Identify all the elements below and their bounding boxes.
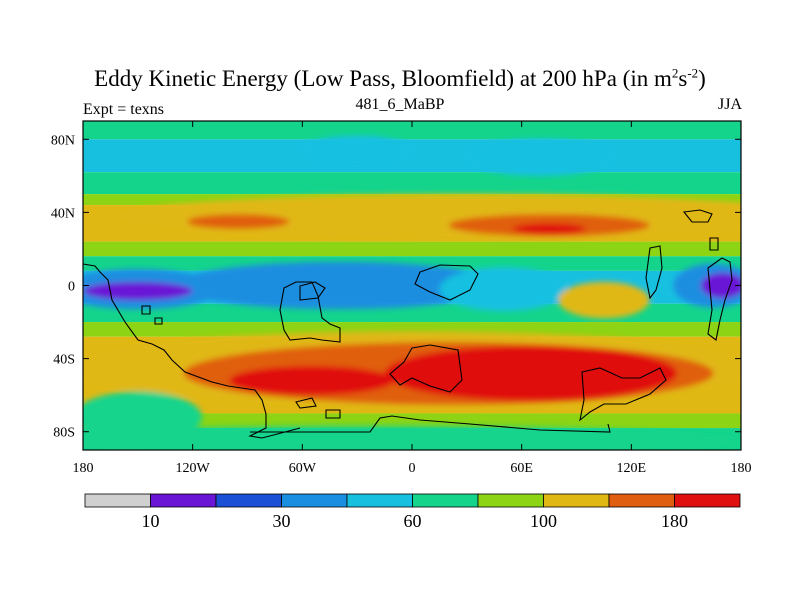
run-label: 481_6_MaBP (355, 96, 445, 113)
coast-small-1 (141, 305, 151, 315)
title-unit-s: s (678, 66, 688, 91)
field-band (83, 172, 741, 195)
coast-south-america (83, 263, 301, 439)
field-blob-eq-blue-band (174, 261, 504, 310)
field-blob-north-cyan-patch (466, 139, 614, 176)
x-tick-label: 180 (731, 461, 752, 476)
colorbar-label: 10 (142, 511, 160, 531)
colorbar-label: 100 (530, 511, 557, 531)
colorbar-label: 30 (273, 511, 291, 531)
x-tick-label: 120W (176, 461, 211, 476)
field-band (83, 241, 741, 257)
coast-east-edge (707, 257, 733, 341)
x-tick-label: 180 (73, 461, 94, 476)
field-blob-north-asia-core (512, 223, 586, 235)
y-axis-ticks: 80N 40N 0 40S 80S (51, 133, 741, 441)
title-unit-sup2: -2 (687, 65, 699, 81)
coast-islands-2 (325, 409, 341, 419)
coast-ne-island (682, 209, 713, 223)
colorbar-swatch (84, 493, 151, 508)
coast-europe (299, 281, 326, 301)
field-band (83, 121, 741, 140)
colorbar-swatch (608, 493, 675, 508)
colorbar-swatch (281, 493, 348, 508)
coast-antarctica (250, 415, 611, 433)
coast-east-pacific (645, 245, 663, 300)
y-tick-label: 40S (53, 353, 75, 368)
coast-asia (414, 264, 479, 301)
coast-ne-island-2 (709, 237, 719, 251)
field-blob-south-red-west (229, 365, 394, 396)
chart-title-text: Eddy Kinetic Energy (Low Pass, Bloomfiel… (94, 66, 672, 91)
coast-small-2 (154, 317, 163, 325)
contour-field (83, 121, 741, 450)
colorbar-swatch (477, 493, 544, 508)
colorbar-swatch (215, 493, 282, 508)
field-band (83, 139, 741, 173)
colorbar-swatch (412, 493, 479, 508)
colorbar-swatch (346, 493, 413, 508)
field-blob-eq-purple-west (83, 281, 193, 301)
colorbar-swatch (150, 493, 217, 508)
field-band (83, 322, 741, 337)
field-blob-north-cyan-patch-2 (302, 135, 412, 165)
title-close: ) (698, 66, 706, 91)
x-tick-label: 60E (510, 461, 533, 476)
colorbar-swatch (674, 493, 741, 508)
y-tick-label: 80N (51, 133, 75, 148)
title-unit-sup1: 2 (671, 65, 679, 81)
experiment-label: Expt = texns (83, 101, 165, 118)
colorbar-label: 180 (661, 511, 688, 531)
y-tick-label: 40N (51, 206, 75, 221)
field-blob-south-red-east (384, 345, 678, 401)
field-blob-eq-purple-east (700, 272, 741, 299)
field-band (83, 413, 741, 429)
coastline-outline (83, 209, 733, 439)
colorbar-swatch (543, 493, 610, 508)
y-tick-label: 0 (68, 280, 75, 295)
field-blob-antarctic-green (83, 426, 741, 450)
coast-africa (279, 281, 341, 343)
chart-title: Eddy Kinetic Energy (Low Pass, Bloomfiel… (0, 66, 800, 92)
colorbar: 10 30 60 100 180 (84, 493, 741, 531)
coast-australia (579, 367, 667, 422)
field-blob-eq-cyan-east (439, 267, 568, 312)
field-blob-north-pacific-jet (187, 214, 290, 229)
x-tick-label: 0 (409, 461, 416, 476)
coast-islands-1 (295, 397, 317, 409)
x-axis-ticks: 180 120W 60W 0 60E 120E 180 (73, 121, 752, 476)
y-tick-label: 80S (53, 426, 75, 441)
season-label: JJA (717, 96, 742, 113)
x-tick-label: 120E (617, 461, 647, 476)
colorbar-label: 60 (404, 511, 422, 531)
field-blob-eq-yellow-pacific (558, 281, 650, 319)
coast-southeast-asia (389, 344, 463, 393)
x-tick-label: 60W (289, 461, 317, 476)
